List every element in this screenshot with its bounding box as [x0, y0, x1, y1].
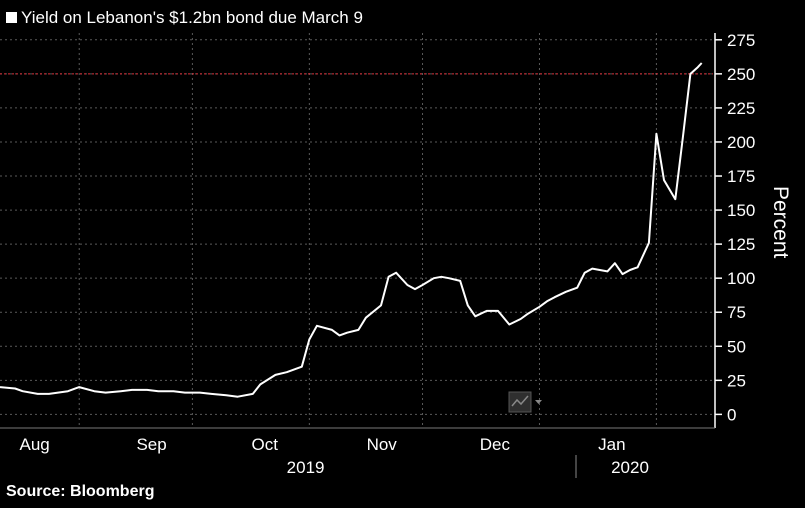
source-note: Source: Bloomberg — [6, 483, 155, 500]
y-tick-label: 250 — [727, 65, 755, 84]
title-square-icon — [6, 12, 17, 23]
x-tick-label: Dec — [480, 435, 511, 454]
x-tick-label: Nov — [367, 435, 398, 454]
y-tick-label: 175 — [727, 167, 755, 186]
grid-lines — [0, 33, 713, 428]
y-tick-label: 125 — [727, 235, 755, 254]
x-year-label: 2020 — [611, 458, 649, 477]
y-tick-label: 200 — [727, 133, 755, 152]
chart-title: Yield on Lebanon's $1.2bn bond due March… — [6, 8, 363, 28]
x-tick-label: Oct — [252, 435, 279, 454]
series-line — [0, 62, 703, 398]
series-group — [0, 62, 703, 398]
y-tick-label: 150 — [727, 201, 755, 220]
y-tick-label: 225 — [727, 99, 755, 118]
y-tick-label: 25 — [727, 371, 746, 390]
chart-type-icon — [511, 395, 529, 407]
x-tick-label: Aug — [20, 435, 50, 454]
y-tick-label: 50 — [727, 337, 746, 356]
y-tick-label: 275 — [727, 31, 755, 50]
x-year-label: 2019 — [287, 458, 325, 477]
chevron-down-icon[interactable] — [535, 400, 542, 404]
x-axis: Aug Sep Oct Nov Dec Jan 2019 2020 — [0, 427, 715, 478]
y-axis: 0 25 50 75 100 125 150 175 200 225 250 275 Percent — [714, 31, 792, 428]
x-tick-label: Jan — [598, 435, 625, 454]
chart-type-widget[interactable] — [508, 391, 542, 413]
y-tick-label: 100 — [727, 269, 755, 288]
y-tick-label: 75 — [727, 303, 746, 322]
x-tick-label: Sep — [136, 435, 166, 454]
y-axis-label: Percent — [769, 186, 792, 259]
y-tick-label: 0 — [727, 405, 736, 424]
chart-title-text: Yield on Lebanon's $1.2bn bond due March… — [21, 8, 363, 27]
